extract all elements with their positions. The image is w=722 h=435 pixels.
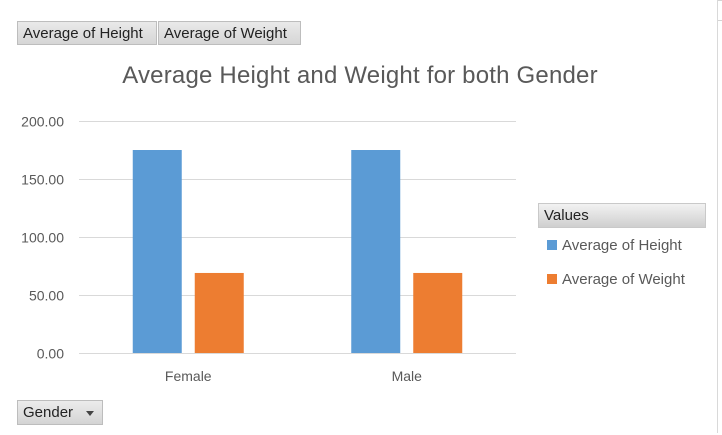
gender-field-dropdown[interactable]: Gender xyxy=(17,400,103,425)
dropdown-arrow-icon[interactable] xyxy=(86,411,94,416)
chart-title: Average Height and Weight for both Gende… xyxy=(122,62,598,89)
legend-label-height: Average of Height xyxy=(562,237,682,254)
y-tick-label: 0.00 xyxy=(37,346,64,362)
height-bar[interactable] xyxy=(132,150,182,353)
weight-swatch-icon xyxy=(547,274,557,285)
legend-item-height[interactable]: Average of Height xyxy=(547,236,682,256)
y-tick-label: 200.00 xyxy=(21,114,64,130)
y-tick-label: 150.00 xyxy=(21,172,64,188)
average-of-height-field-button[interactable]: Average of Height xyxy=(17,21,157,45)
height-swatch-icon xyxy=(547,240,557,251)
y-tick-label: 50.00 xyxy=(29,288,64,304)
legend-header[interactable]: Values xyxy=(538,203,706,228)
x-tick-label: Female xyxy=(165,368,212,384)
plot-area[interactable]: 0.00 50.00 100.00 150.00 200.00 Female Male xyxy=(0,95,530,395)
legend-item-weight[interactable]: Average of Weight xyxy=(547,270,685,290)
gender-field-label: Gender xyxy=(23,404,74,421)
height-bar[interactable] xyxy=(351,150,401,353)
y-tick-label: 100.00 xyxy=(21,230,64,246)
x-tick-label: Male xyxy=(392,368,423,384)
weight-bar[interactable] xyxy=(194,272,244,353)
legend-label-weight: Average of Weight xyxy=(562,271,685,288)
weight-bar[interactable] xyxy=(413,272,463,353)
average-of-weight-field-button[interactable]: Average of Weight xyxy=(158,21,301,45)
